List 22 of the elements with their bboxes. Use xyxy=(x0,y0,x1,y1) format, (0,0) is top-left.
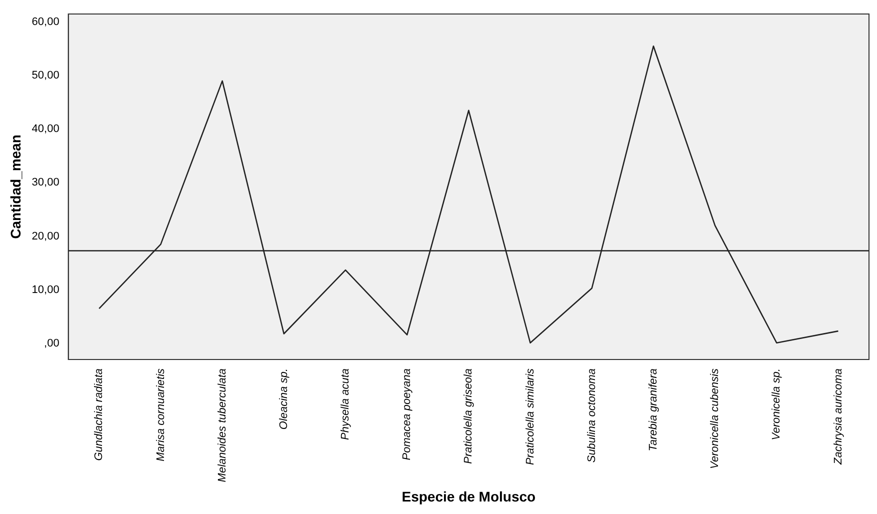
y-tick-label: 50,00 xyxy=(32,70,60,82)
x-tick-label: Oleacina sp. xyxy=(278,368,290,430)
y-tick-label: 40,00 xyxy=(32,123,60,136)
x-tick-label: Veronicella sp. xyxy=(770,368,783,440)
x-tick-label: Praticolella griseola xyxy=(462,368,475,464)
y-tick-label: 10,00 xyxy=(32,284,60,296)
x-tick-label: Pomacea poeyana xyxy=(401,368,414,460)
x-tick-label: Zachrysia auricoma xyxy=(832,368,844,466)
y-tick-label: 60,00 xyxy=(32,16,60,28)
x-tick-label: Gundlachia radiata xyxy=(93,368,106,461)
x-tick-label: Veronicella cubensis xyxy=(709,368,722,469)
x-tick-label: Praticolella similaris xyxy=(524,368,536,466)
x-tick-label: Subulina octonoma xyxy=(586,368,598,463)
y-axis-title: Cantidad_mean xyxy=(7,134,24,239)
y-tick-label: 20,00 xyxy=(32,230,60,242)
y-tick-label: 30,00 xyxy=(32,176,60,189)
x-tick-label: Tarebia granifera xyxy=(647,368,660,452)
x-tick-label: Melanoides tuberculata xyxy=(216,368,228,482)
y-tick-label: ,00 xyxy=(44,337,60,350)
x-tick-label: Marisa cornuarietis xyxy=(154,368,167,462)
x-tick-label: Physella acuta xyxy=(340,368,352,440)
x-axis-title: Especie de Molusco xyxy=(402,488,536,504)
